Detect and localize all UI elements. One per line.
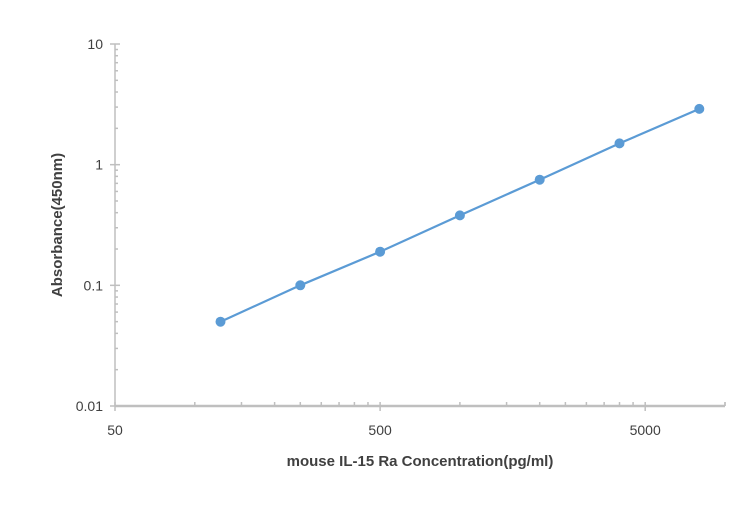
- y-axis-title: Absorbance(450nm): [49, 153, 66, 297]
- y-tick-label: 0.01: [76, 398, 103, 414]
- series-layer: [215, 103, 705, 327]
- data-point: [375, 246, 386, 257]
- data-point: [614, 138, 625, 149]
- data-point: [694, 103, 705, 114]
- axes-layer: [110, 43, 726, 411]
- x-tick-label: 50: [107, 422, 123, 438]
- data-point: [215, 316, 226, 327]
- data-point: [295, 280, 306, 291]
- y-tick-label: 10: [87, 36, 103, 52]
- x-axis-title: mouse IL-15 Ra Concentration(pg/ml): [287, 453, 554, 470]
- y-tick-label: 1: [95, 157, 103, 173]
- data-point: [454, 210, 465, 221]
- data-point: [534, 174, 545, 185]
- x-tick-label: 5000: [630, 422, 661, 438]
- y-tick-label: 0.1: [84, 277, 104, 293]
- tick-labels-layer: 0.01 0.1 1 10 50 500 5000: [76, 36, 661, 438]
- x-tick-label: 500: [368, 422, 392, 438]
